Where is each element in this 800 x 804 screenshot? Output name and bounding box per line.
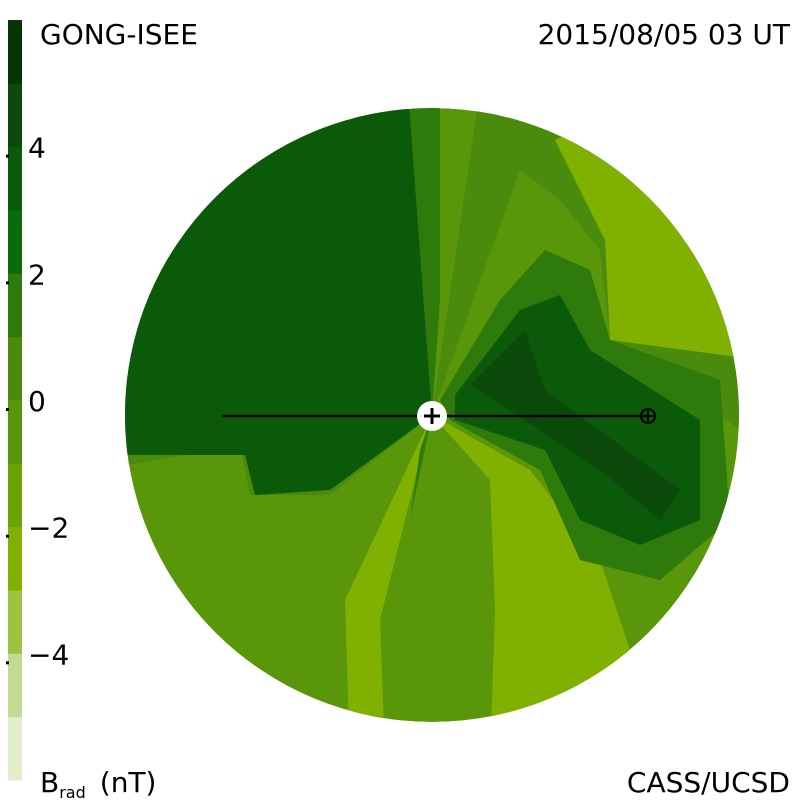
subscript: rad	[59, 783, 86, 800]
color-band	[8, 400, 22, 464]
color-band	[8, 590, 22, 654]
tick-mark	[6, 281, 9, 285]
colorbar-label: Brad (nT)	[40, 766, 156, 800]
region	[125, 108, 432, 495]
color-band	[8, 83, 22, 148]
tick-label: −2	[28, 512, 69, 545]
color-band	[8, 146, 22, 211]
region	[470, 330, 680, 520]
tick-mark	[6, 408, 9, 411]
unit: (nT)	[100, 766, 157, 799]
sun-marker	[424, 408, 440, 424]
color-band	[8, 336, 22, 401]
symbol: B	[40, 766, 59, 799]
color-band	[8, 716, 22, 781]
tick-mark	[6, 154, 9, 158]
color-band	[8, 273, 22, 338]
region	[345, 415, 432, 722]
color-band	[8, 20, 22, 84]
region	[432, 415, 640, 722]
region	[432, 108, 739, 440]
tick-mark	[6, 534, 9, 538]
color-band	[8, 463, 22, 528]
source-label: GONG-ISEE	[40, 18, 198, 51]
tick-label: 2	[28, 258, 46, 291]
region	[408, 108, 440, 415]
color-band	[8, 653, 22, 718]
tick-label: −4	[28, 638, 69, 671]
tick-label: 0	[28, 385, 46, 418]
timestamp: 2015/08/05 03 UT	[538, 18, 791, 51]
earth-cross	[641, 409, 655, 423]
tick-mark	[6, 661, 9, 665]
color-band	[8, 210, 22, 274]
region	[410, 415, 432, 520]
region	[555, 108, 739, 360]
credit: CASS/UCSD	[627, 766, 790, 799]
color-band	[8, 526, 22, 591]
colorbar: 4 2 0 −2 −4	[6, 20, 69, 781]
tick-label: 4	[28, 132, 46, 165]
